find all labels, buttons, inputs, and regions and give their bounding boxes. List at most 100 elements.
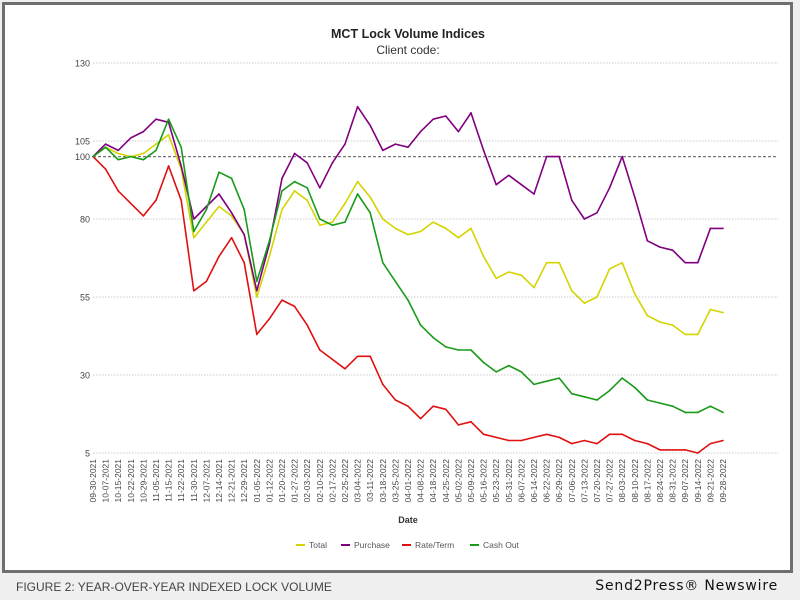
legend-item: Total — [296, 540, 327, 550]
series-total — [92, 133, 724, 336]
data-point — [180, 165, 182, 167]
data-point — [558, 436, 560, 439]
data-point — [671, 249, 674, 251]
data-point — [117, 149, 119, 152]
data-point — [382, 218, 384, 220]
x-tick-label: 12-29-2021 — [239, 459, 249, 503]
data-point — [255, 280, 258, 283]
data-point — [520, 183, 523, 186]
data-point — [470, 421, 472, 423]
x-tick-label: 03-04-2022 — [353, 459, 363, 503]
data-point — [142, 130, 145, 133]
x-tick-label: 08-17-2022 — [642, 459, 652, 503]
data-point — [319, 218, 321, 220]
data-point — [697, 452, 699, 454]
x-tick-label: 02-25-2022 — [340, 459, 350, 503]
data-point — [583, 218, 586, 220]
data-point — [709, 308, 712, 311]
data-point — [634, 386, 636, 389]
data-point — [545, 261, 548, 264]
data-point — [293, 190, 296, 192]
x-tick-label: 05-16-2022 — [479, 459, 489, 503]
data-point — [293, 180, 296, 183]
data-point — [621, 261, 623, 264]
data-point — [482, 149, 485, 152]
data-point — [470, 349, 472, 351]
x-tick-label: 06-29-2022 — [554, 459, 564, 503]
x-tick-label: 07-13-2022 — [579, 459, 589, 503]
data-point — [508, 439, 510, 442]
data-point — [445, 115, 447, 117]
data-point — [646, 240, 649, 242]
y-tick-label: 80 — [80, 215, 90, 225]
data-point — [230, 236, 233, 239]
x-tick-label: 10-29-2021 — [138, 459, 148, 503]
data-point — [193, 230, 195, 233]
data-point — [545, 380, 548, 383]
x-axis-label: Date — [398, 515, 418, 525]
data-point — [180, 146, 182, 149]
data-point — [709, 227, 712, 230]
data-point — [583, 396, 586, 398]
x-tick-label: 09-14-2022 — [693, 459, 703, 503]
data-point — [558, 155, 560, 158]
x-tick-label: 04-01-2022 — [403, 459, 413, 503]
data-point — [306, 187, 309, 189]
data-point — [596, 399, 598, 401]
data-point — [482, 255, 485, 258]
data-point — [508, 271, 510, 273]
data-point — [394, 280, 397, 283]
data-point — [306, 199, 309, 202]
data-point — [709, 405, 712, 408]
x-tick-label: 08-03-2022 — [617, 459, 627, 503]
data-point — [571, 392, 573, 395]
data-point — [520, 274, 523, 276]
data-point — [659, 321, 661, 323]
line-chart: MCT Lock Volume Indices Client code: 5 30… — [75, 27, 778, 550]
x-tick-label: 03-18-2022 — [378, 459, 388, 503]
data-point — [596, 442, 598, 445]
data-point — [356, 355, 359, 358]
x-tick-label: 10-07-2021 — [101, 459, 111, 503]
x-tick-label: 05-23-2022 — [491, 459, 501, 503]
data-point — [218, 255, 220, 258]
data-point — [470, 227, 472, 230]
data-point — [243, 208, 245, 211]
data-point — [319, 224, 321, 227]
data-point — [583, 302, 586, 305]
data-point — [394, 399, 397, 401]
x-tick-label: 11-30-2021 — [189, 459, 199, 502]
legend-item: Purchase — [341, 540, 390, 550]
data-point — [571, 199, 573, 202]
x-tick-label: 01-12-2022 — [264, 459, 274, 503]
x-tick-label: 12-14-2021 — [214, 459, 224, 503]
x-tick-label: 01-20-2022 — [277, 459, 287, 503]
data-point — [167, 133, 170, 136]
series-line — [92, 105, 723, 292]
data-point — [117, 152, 119, 155]
data-point — [104, 143, 107, 145]
legend-item: Rate/Term — [402, 540, 454, 550]
data-point — [445, 346, 447, 348]
x-tick-label: 02-17-2022 — [327, 459, 337, 503]
data-point — [482, 433, 485, 436]
data-point — [230, 215, 233, 217]
data-point — [432, 405, 435, 408]
data-point — [331, 221, 334, 223]
data-point — [281, 299, 283, 301]
data-point — [407, 299, 409, 301]
x-tick-label: 09-21-2022 — [705, 459, 715, 503]
data-point — [419, 324, 422, 326]
data-point — [356, 105, 359, 108]
data-point — [268, 240, 271, 242]
data-point — [495, 371, 498, 373]
data-point — [558, 377, 560, 379]
x-tick-label: 08-10-2022 — [630, 459, 640, 503]
data-point — [596, 296, 598, 298]
figure-caption: FIGURE 2: YEAR-OVER-YEAR INDEXED LOCK VO… — [16, 580, 332, 594]
data-point — [167, 165, 170, 167]
data-point — [382, 149, 384, 152]
data-point — [634, 293, 636, 295]
y-tick-label: 100 — [75, 152, 90, 162]
data-point — [722, 227, 724, 230]
